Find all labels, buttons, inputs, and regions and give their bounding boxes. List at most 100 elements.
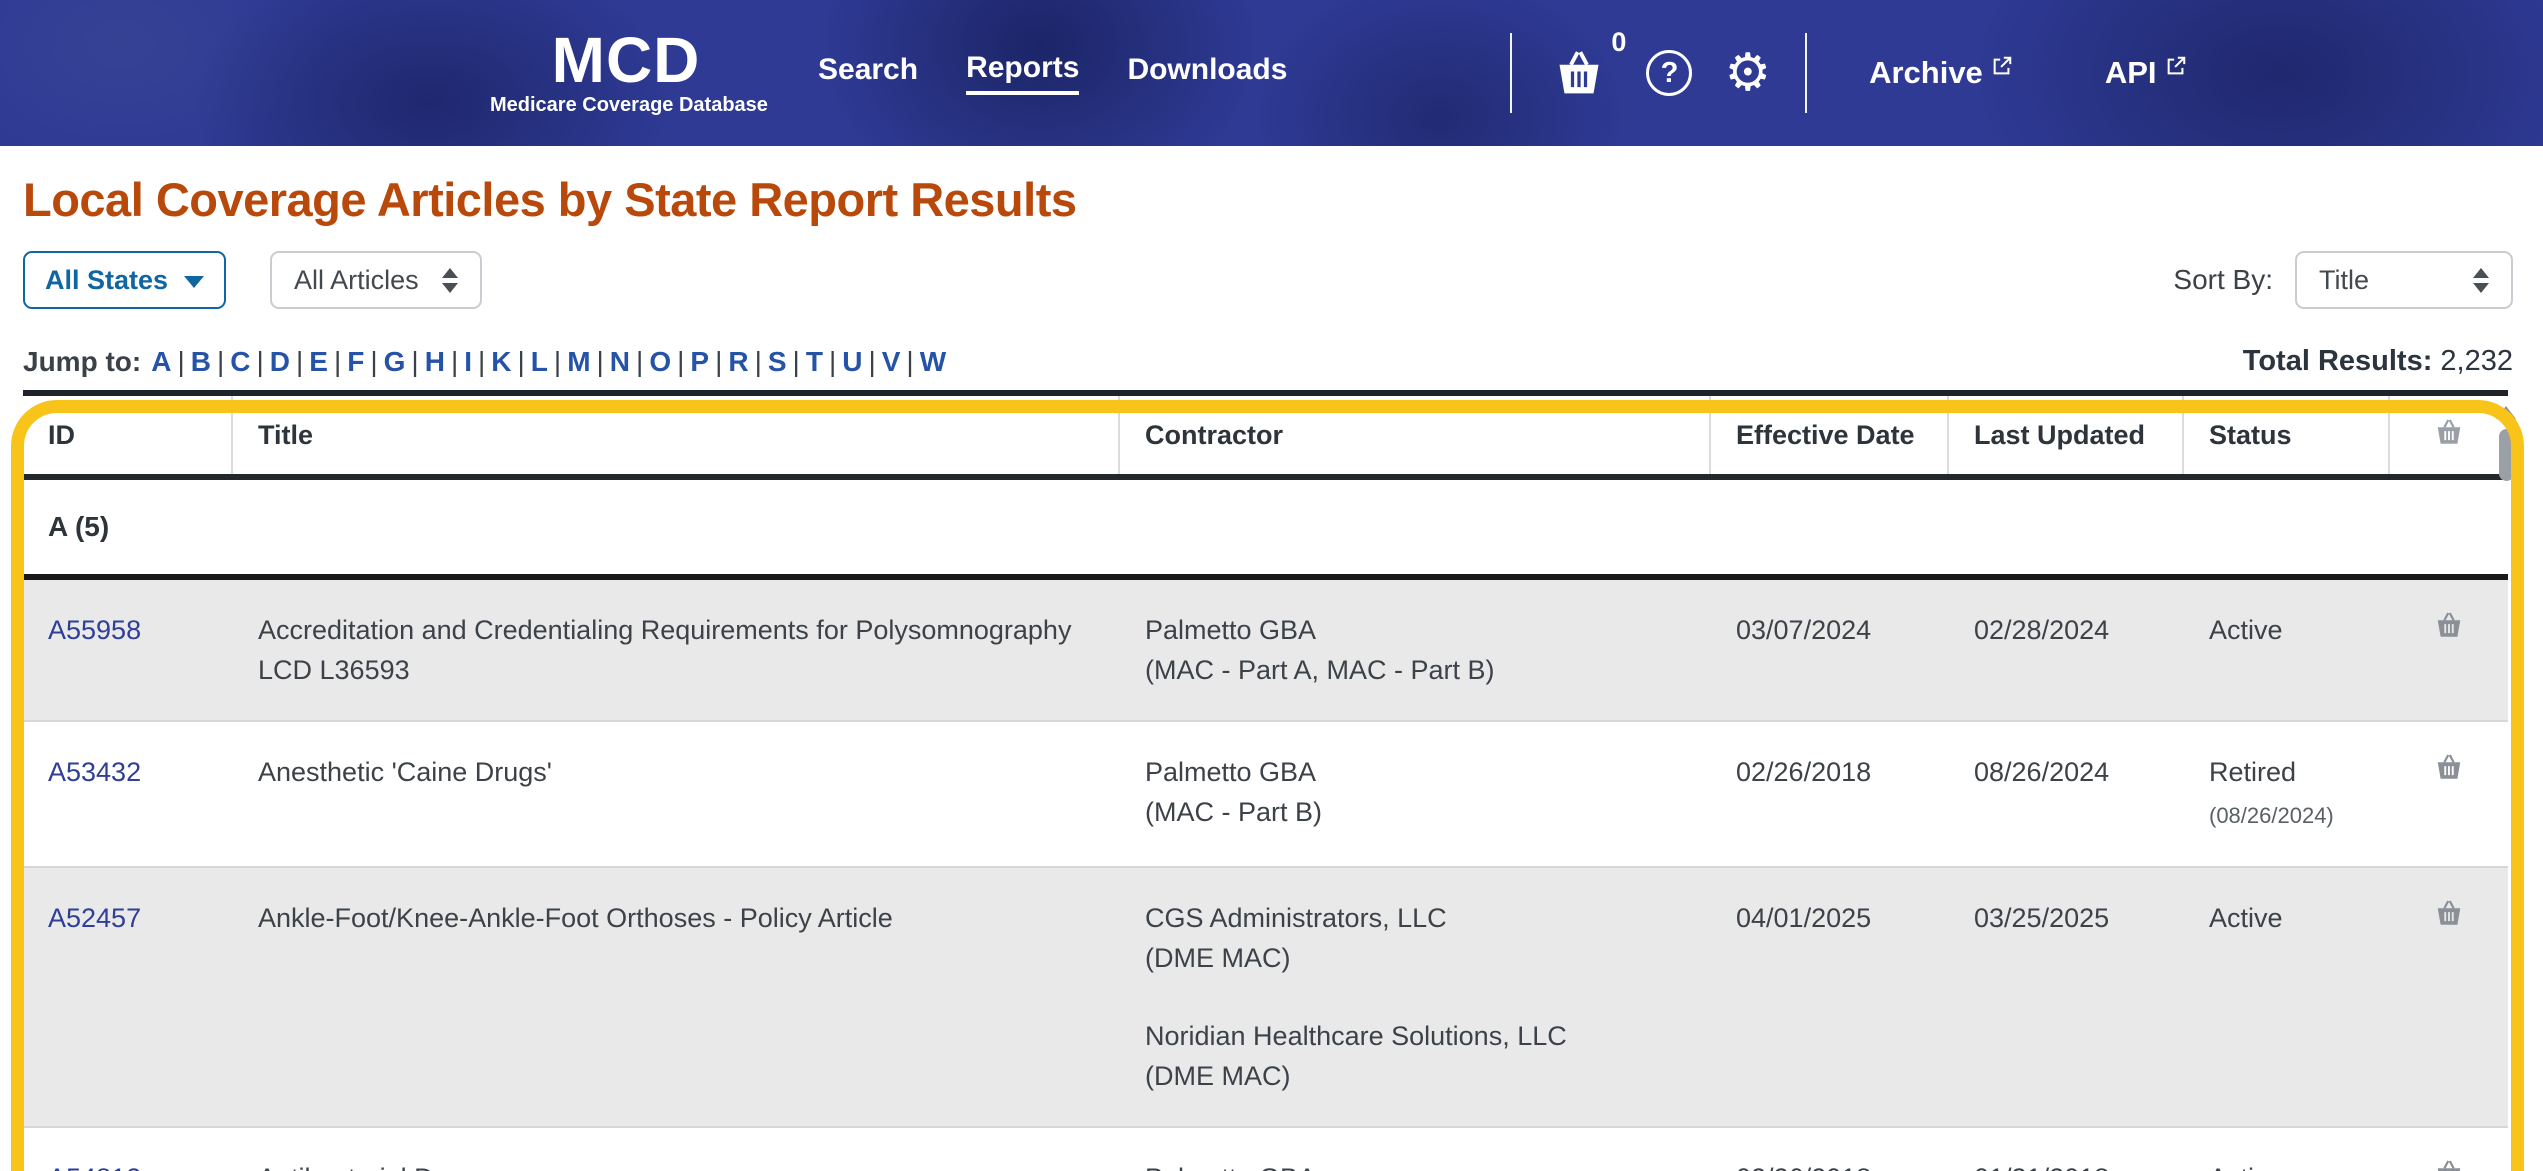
jump-separator: |: [754, 346, 762, 377]
nav-search[interactable]: Search: [818, 53, 919, 86]
article-id-link[interactable]: A55958: [48, 615, 142, 645]
jump-separator: |: [715, 346, 723, 377]
table-row: A52457 Ankle-Foot/Knee-Ankle-Foot Orthos…: [23, 866, 2508, 1126]
jump-letter-k[interactable]: K: [491, 346, 512, 377]
jump-letter-n[interactable]: N: [609, 346, 631, 377]
sort-group: Sort By: Title: [2173, 251, 2513, 309]
table-body: A55958 Accreditation and Credentialing R…: [23, 574, 2508, 1171]
jump-letter-f[interactable]: F: [347, 346, 365, 377]
all-states-dropdown[interactable]: All States: [23, 251, 227, 309]
logo-title: MCD: [551, 23, 701, 96]
jump-separator: |: [478, 346, 486, 377]
jump-letter-r[interactable]: R: [728, 346, 749, 377]
utility-icons: 0 ? ⚙ Archive API: [1510, 27, 2187, 113]
article-title: Ankle-Foot/Knee-Ankle-Foot Orthoses - Po…: [258, 903, 893, 933]
col-header-id[interactable]: ID: [23, 396, 233, 474]
col-header-title[interactable]: Title: [233, 396, 1120, 474]
jump-letter-v[interactable]: V: [881, 346, 901, 377]
basket-icon: [2433, 417, 2465, 454]
status-cell: Active: [2184, 580, 2390, 720]
jump-letter-d[interactable]: D: [269, 346, 290, 377]
jump-separator: |: [256, 346, 264, 377]
all-states-label: All States: [45, 264, 169, 295]
total-results: Total Results: 2,232: [2243, 345, 2513, 378]
archive-link[interactable]: Archive: [1869, 55, 2013, 91]
article-type-select[interactable]: All Articles: [270, 251, 483, 309]
scrollbar-thumb[interactable]: [2498, 429, 2514, 481]
jump-separator: |: [596, 346, 604, 377]
jump-to-label: Jump to:: [23, 346, 142, 377]
chevron-down-icon: [184, 276, 205, 288]
results-table: ID Title Contractor Effective Date Last …: [23, 390, 2508, 1171]
jump-letter-g[interactable]: G: [383, 346, 406, 377]
jump-letter-w[interactable]: W: [919, 346, 947, 377]
status-cell: Retired (08/26/2024): [2184, 722, 2390, 866]
last-updated: 01/31/2018: [1949, 1128, 2184, 1171]
status-cell: Active: [2184, 868, 2390, 1126]
jump-letter-c[interactable]: C: [230, 346, 251, 377]
api-link[interactable]: API: [2105, 55, 2187, 91]
jump-separator: |: [370, 346, 378, 377]
add-to-basket-icon[interactable]: [2433, 752, 2465, 836]
add-to-basket-icon[interactable]: [2433, 898, 2465, 1096]
gear-icon[interactable]: ⚙: [1724, 43, 1772, 103]
basket-button[interactable]: 0: [1550, 27, 1626, 99]
article-title: Antibacterial Drugs: [233, 1128, 1120, 1171]
mcd-logo[interactable]: MCD Medicare Coverage Database: [490, 23, 768, 117]
table-scrollbar[interactable]: [2496, 406, 2516, 481]
table-row: A53432 Anesthetic 'Caine Drugs' Palmetto…: [23, 720, 2508, 866]
contractor-entry: Noridian Healthcare Solutions, LLC (DME M…: [1145, 1021, 1567, 1091]
jump-letter-p[interactable]: P: [690, 346, 710, 377]
contractor-cell: Palmetto GBA (MAC - Part A, MAC - Part B): [1120, 580, 1711, 720]
jump-letter-m[interactable]: M: [567, 346, 591, 377]
jump-letter-u[interactable]: U: [842, 346, 863, 377]
main-nav: Search Reports Downloads: [818, 51, 1287, 95]
sort-by-value: Title: [2319, 264, 2370, 295]
jump-separator: |: [868, 346, 876, 377]
jump-letter-a[interactable]: A: [151, 346, 172, 377]
effective-date: 02/26/2018: [1736, 757, 1872, 787]
add-to-basket-icon[interactable]: [2433, 1158, 2465, 1171]
contractor-entry: Palmetto GBA (MAC - Part B): [1145, 757, 1323, 827]
sort-by-select[interactable]: Title: [2295, 251, 2513, 309]
contractor-entry: Palmetto GBA (MAC - Part A, MAC - Part B): [1145, 615, 1495, 685]
status-value: Active: [2209, 903, 2283, 933]
effective-date: 02/26/2018: [1711, 1128, 1949, 1171]
jump-separator: |: [411, 346, 419, 377]
jump-separator: |: [828, 346, 837, 377]
divider: [1805, 33, 1808, 113]
basket-icon: [1550, 47, 1608, 99]
jump-letter-s[interactable]: S: [767, 346, 787, 377]
col-header-status[interactable]: Status: [2184, 396, 2390, 474]
external-link-icon: [1991, 49, 2013, 85]
jump-to-links: Jump to: A | B | C | D | E | F | G | H | I | K | L | M | N | O | P | R |…: [23, 346, 946, 378]
select-arrows-icon: [2473, 267, 2489, 293]
add-to-basket-icon[interactable]: [2433, 610, 2465, 690]
col-header-effective-date[interactable]: Effective Date: [1711, 396, 1949, 474]
jump-separator: |: [517, 346, 525, 377]
status-value: Active: [2209, 1158, 2362, 1171]
jump-letter-b[interactable]: B: [190, 346, 211, 377]
jump-separator: |: [677, 346, 685, 377]
jump-letter-e[interactable]: E: [309, 346, 328, 377]
scroll-up-icon[interactable]: [2496, 406, 2516, 419]
jump-separator: |: [792, 346, 800, 377]
page-title: Local Coverage Articles by State Report …: [23, 173, 1077, 226]
total-results-value: 2,232: [2440, 345, 2513, 377]
article-id-link[interactable]: A54812: [48, 1163, 141, 1171]
jump-letter-t[interactable]: T: [805, 346, 823, 377]
jump-separator: |: [216, 346, 225, 377]
table-row: A55958 Accreditation and Credentialing R…: [23, 580, 2508, 720]
jump-letter-h[interactable]: H: [424, 346, 445, 377]
col-header-last-updated[interactable]: Last Updated: [1949, 396, 2184, 474]
jump-letter-o[interactable]: O: [649, 346, 672, 377]
jump-letter-i[interactable]: I: [464, 346, 472, 377]
article-id-link[interactable]: A53432: [48, 757, 142, 787]
nav-downloads[interactable]: Downloads: [1127, 53, 1288, 86]
article-id-link[interactable]: A52457: [48, 903, 142, 933]
jump-letter-l[interactable]: L: [530, 346, 548, 377]
effective-date: 03/07/2024: [1736, 615, 1872, 645]
help-icon[interactable]: ?: [1646, 50, 1693, 96]
nav-reports[interactable]: Reports: [966, 51, 1080, 95]
col-header-contractor[interactable]: Contractor: [1120, 396, 1711, 474]
